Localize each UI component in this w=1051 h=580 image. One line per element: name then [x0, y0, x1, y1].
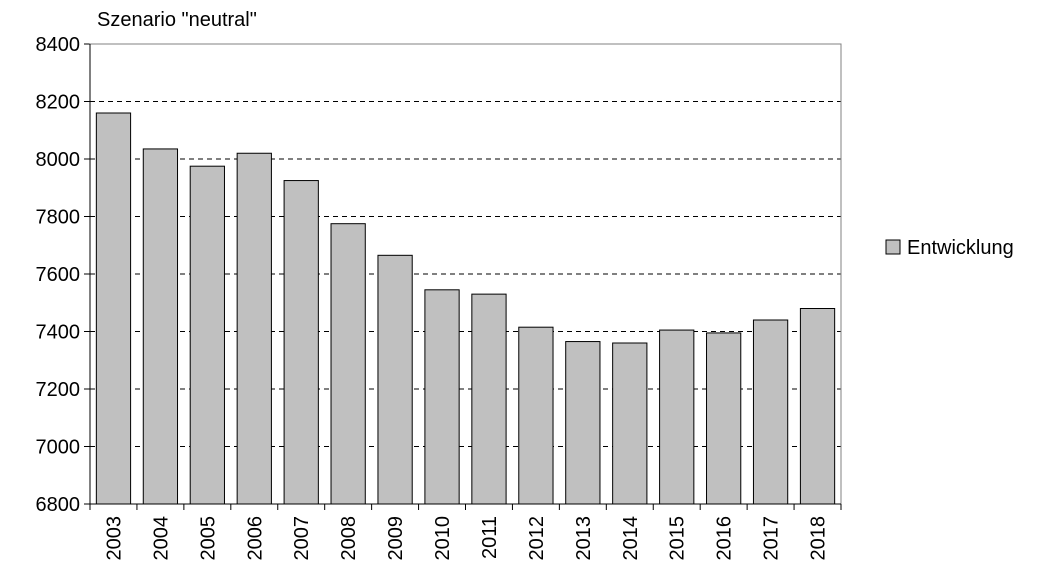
- bar-2012: [518, 326, 554, 505]
- x-tick-label-2018: 2018: [808, 516, 830, 561]
- bar-2004: [142, 148, 179, 505]
- y-tick-label-7400: 7400: [36, 322, 81, 344]
- legend: Entwicklung: [885, 237, 1014, 259]
- y-tick-label-8400: 8400: [36, 34, 81, 56]
- bar-2017: [752, 319, 789, 505]
- x-tick-label-2010: 2010: [432, 516, 454, 561]
- x-tick-label-2015: 2015: [667, 516, 689, 561]
- x-tick-label-2014: 2014: [620, 516, 642, 561]
- y-tick-label-7600: 7600: [36, 264, 81, 286]
- bar-2016: [706, 332, 742, 505]
- bar-2013: [565, 341, 601, 505]
- x-tick-label-2005: 2005: [197, 516, 219, 561]
- x-tick-label-2009: 2009: [385, 516, 407, 561]
- x-tick-label-2006: 2006: [244, 516, 266, 561]
- y-tick-label-8200: 8200: [36, 92, 81, 114]
- bar-2014: [612, 342, 648, 505]
- x-tick-label-2003: 2003: [103, 516, 125, 561]
- bar-2011: [471, 293, 507, 505]
- bar-2003: [95, 112, 132, 505]
- x-tick-label-2004: 2004: [150, 516, 172, 561]
- x-tick-label-2012: 2012: [526, 516, 548, 561]
- legend-swatch: [885, 239, 901, 255]
- x-tick-label-2008: 2008: [338, 516, 360, 561]
- bar-2005: [189, 165, 225, 505]
- x-tick-label-2016: 2016: [714, 516, 736, 561]
- x-tick-label-2017: 2017: [761, 516, 783, 561]
- y-tick-label-7800: 7800: [36, 207, 81, 229]
- y-tick-label-6800: 6800: [36, 494, 81, 516]
- bars: [95, 112, 836, 505]
- bar-2009: [377, 254, 413, 505]
- chart-title: Szenario "neutral": [97, 9, 257, 31]
- y-tick-label-7000: 7000: [36, 437, 81, 459]
- bar-2006: [236, 152, 272, 505]
- y-axis-tick-labels: 6800 7000 7200 7400 7600 7800 8000 8200 8400: [36, 34, 81, 516]
- x-tick-label-2011: 2011: [479, 516, 501, 559]
- y-tick-label-8000: 8000: [36, 149, 81, 171]
- legend-label-entwicklung: Entwicklung: [907, 237, 1014, 259]
- x-axis-tick-labels: 2003 2004 2005 2006 2007 2008 2009 2010 2011 2012…: [103, 516, 829, 561]
- axes: [84, 43, 842, 510]
- bar-2018: [799, 308, 836, 505]
- bar-2008: [330, 223, 366, 505]
- y-tick-label-7200: 7200: [36, 379, 81, 401]
- x-tick-label-2007: 2007: [291, 516, 313, 561]
- bar-2010: [424, 289, 460, 505]
- bar-2015: [659, 329, 695, 505]
- bar-2007: [283, 180, 319, 505]
- x-tick-label-2013: 2013: [573, 516, 595, 561]
